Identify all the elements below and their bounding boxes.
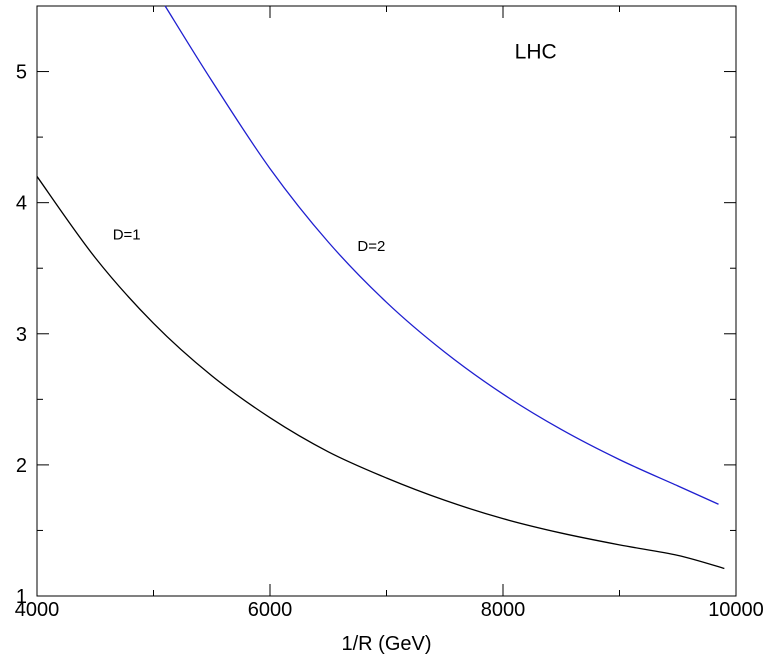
y-tick-label: 3 [16,324,27,346]
plot-frame [36,5,737,597]
tick-labels: 4000 6000 8000 10000 1 2 3 4 5 [15,62,764,621]
y-tick-label: 1 [16,586,27,608]
series-line-2 [164,5,719,505]
annotation-lhc: LHC [515,40,557,63]
x-tick-label: 10000 [708,599,764,621]
y-tick-label: 5 [16,62,27,84]
series-line-1 [36,176,725,570]
y-tick-label: 4 [16,193,27,215]
x-tick-label: 4000 [15,599,60,621]
annotation-d-2: D=2 [357,238,385,255]
y-tick-label: 2 [16,455,27,477]
x-tick-label: 8000 [481,599,526,621]
series-lines [36,5,725,570]
annotation-d-1: D=1 [113,226,141,243]
x-tick-label: 6000 [248,599,293,621]
x-axis-title: 1/R (GeV) [341,633,431,655]
ticks [36,5,737,597]
annotations: LHC D=1 D=2 [113,40,557,255]
